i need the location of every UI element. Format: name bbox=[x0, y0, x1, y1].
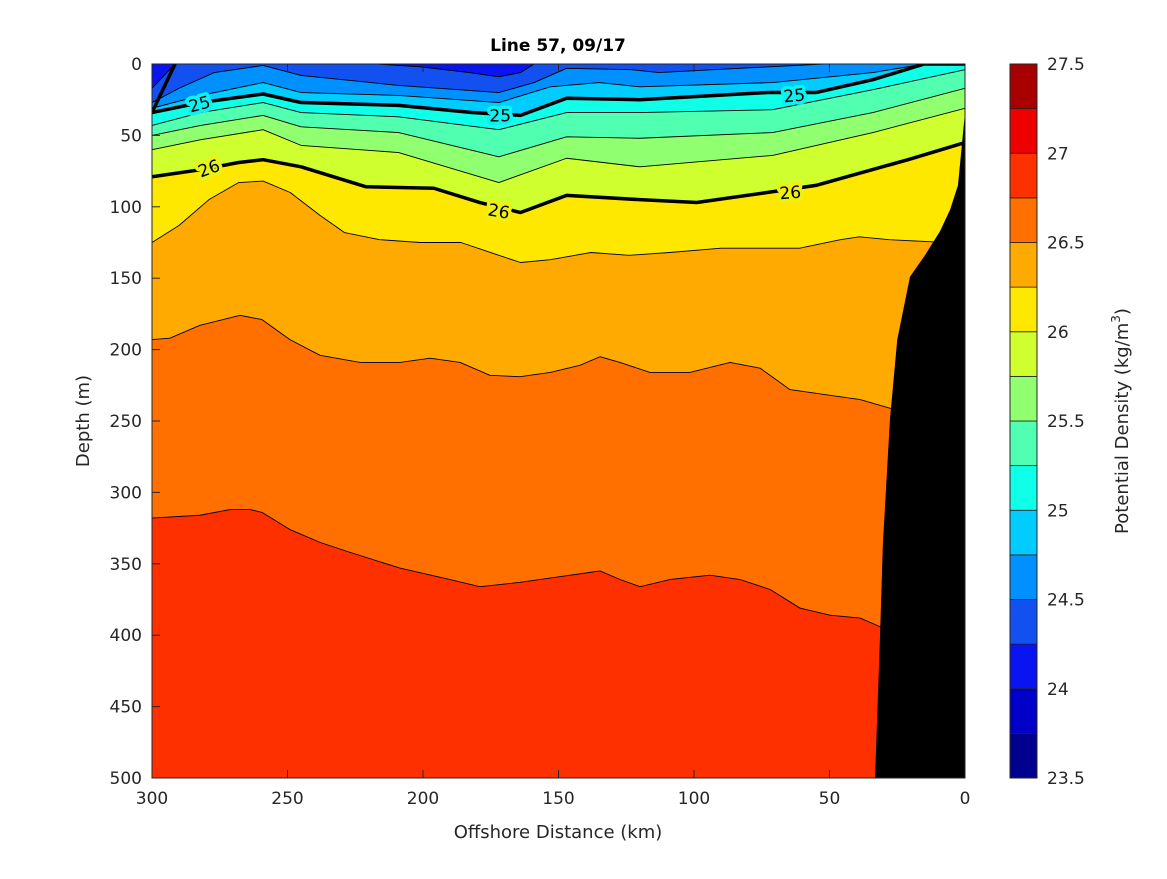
x-tick-label: 0 bbox=[960, 789, 971, 809]
colorbar-band bbox=[1009, 63, 1038, 110]
contour-line-25.75 bbox=[152, 107, 965, 183]
colorbar-tick-label: 26.5 bbox=[1047, 234, 1085, 254]
contour-label: 26 bbox=[779, 183, 802, 205]
y-tick-label: 500 bbox=[110, 769, 142, 789]
colorbar-tick-label: 25.5 bbox=[1047, 412, 1085, 432]
contour-line-26.25 bbox=[152, 180, 965, 263]
contour-line-25 bbox=[152, 64, 965, 118]
contour-line-corner bbox=[152, 64, 177, 114]
axes: 300 250 200 150 100 50 00501001502002503003504… bbox=[110, 55, 971, 809]
x-tick-label: 50 bbox=[819, 789, 841, 809]
y-tick-label: 100 bbox=[110, 198, 142, 218]
colorbar-tick-label: 26 bbox=[1047, 323, 1069, 343]
colorbar-band bbox=[1009, 688, 1038, 734]
colorbar-tick-label: 27 bbox=[1047, 144, 1069, 164]
y-tick-label: 0 bbox=[131, 55, 142, 75]
colorbar-band bbox=[1009, 331, 1038, 377]
colorbar-tick-label: 25 bbox=[1047, 501, 1069, 521]
x-axis-label: Offshore Distance (km) bbox=[454, 822, 663, 843]
colorbar-band bbox=[1009, 732, 1038, 779]
x-tick-label: 200 bbox=[407, 789, 439, 809]
band-fill-26.75 bbox=[152, 509, 965, 778]
colorbar-band bbox=[1009, 375, 1038, 422]
contour-line-26.75 bbox=[152, 509, 965, 640]
colorbar-band bbox=[1009, 242, 1038, 288]
colorbar-label-end: ) bbox=[1112, 308, 1133, 315]
y-tick-label: 300 bbox=[110, 483, 142, 503]
y-tick-label: 150 bbox=[110, 269, 142, 289]
bathymetry-shelf bbox=[875, 112, 965, 778]
colorbar-label: Potential Density (kg/m3) bbox=[1109, 308, 1133, 534]
contour-label: 25 bbox=[783, 86, 806, 108]
colorbar-band bbox=[1009, 599, 1038, 645]
contour-line-26.5 bbox=[152, 314, 965, 421]
colorbar-tick-label: 24 bbox=[1047, 680, 1069, 700]
y-tick-label: 50 bbox=[120, 126, 142, 146]
colorbar-band bbox=[1009, 108, 1038, 154]
colorbar-tick-label: 23.5 bbox=[1047, 769, 1085, 789]
colorbar-band bbox=[1009, 465, 1038, 511]
chart-title: Line 57, 09/17 bbox=[490, 36, 626, 56]
contour-line-25.5 bbox=[152, 87, 965, 158]
y-tick-label: 350 bbox=[110, 555, 142, 575]
colorbar-tick-label: 24.5 bbox=[1047, 591, 1085, 611]
colorbar-tick-label: 27.5 bbox=[1047, 55, 1085, 75]
contour-label: 26 bbox=[486, 200, 511, 223]
contour-line-24.25 bbox=[152, 64, 965, 89]
x-tick-label: 300 bbox=[136, 789, 168, 809]
contour-line-24.5 bbox=[152, 64, 965, 103]
colorbar-band bbox=[1009, 420, 1038, 467]
y-tick-label: 250 bbox=[110, 412, 142, 432]
contour-line-24.75 bbox=[152, 64, 965, 109]
colorbar-band bbox=[1009, 643, 1038, 690]
colorbar-band bbox=[1009, 286, 1038, 333]
colorbar-band bbox=[1009, 554, 1038, 600]
colorbar-frame bbox=[1009, 63, 1038, 779]
x-tick-label: 250 bbox=[271, 789, 303, 809]
contour-line-25.25 bbox=[152, 69, 965, 131]
colorbar-label-main: Potential Density (kg/m bbox=[1112, 323, 1133, 534]
colorbar-band bbox=[1009, 197, 1038, 243]
colorbar-band bbox=[1009, 152, 1038, 199]
x-tick-label: 100 bbox=[678, 789, 710, 809]
colorbar-band bbox=[1009, 509, 1038, 556]
x-tick-label: 150 bbox=[542, 789, 574, 809]
contour-plot-area bbox=[152, 64, 965, 778]
colorbar-label-sup: 3 bbox=[1109, 315, 1123, 323]
contour-line-26 bbox=[152, 140, 965, 215]
colorbar: 23.5 24 24.5 25 25.5 26 26.5 27 27.5 bbox=[1009, 55, 1085, 789]
y-tick-label: 200 bbox=[110, 341, 142, 361]
y-tick-label: 450 bbox=[110, 698, 142, 718]
contour-label: 25 bbox=[489, 106, 511, 126]
y-axis-label: Depth (m) bbox=[73, 375, 94, 467]
y-tick-label: 400 bbox=[110, 626, 142, 646]
